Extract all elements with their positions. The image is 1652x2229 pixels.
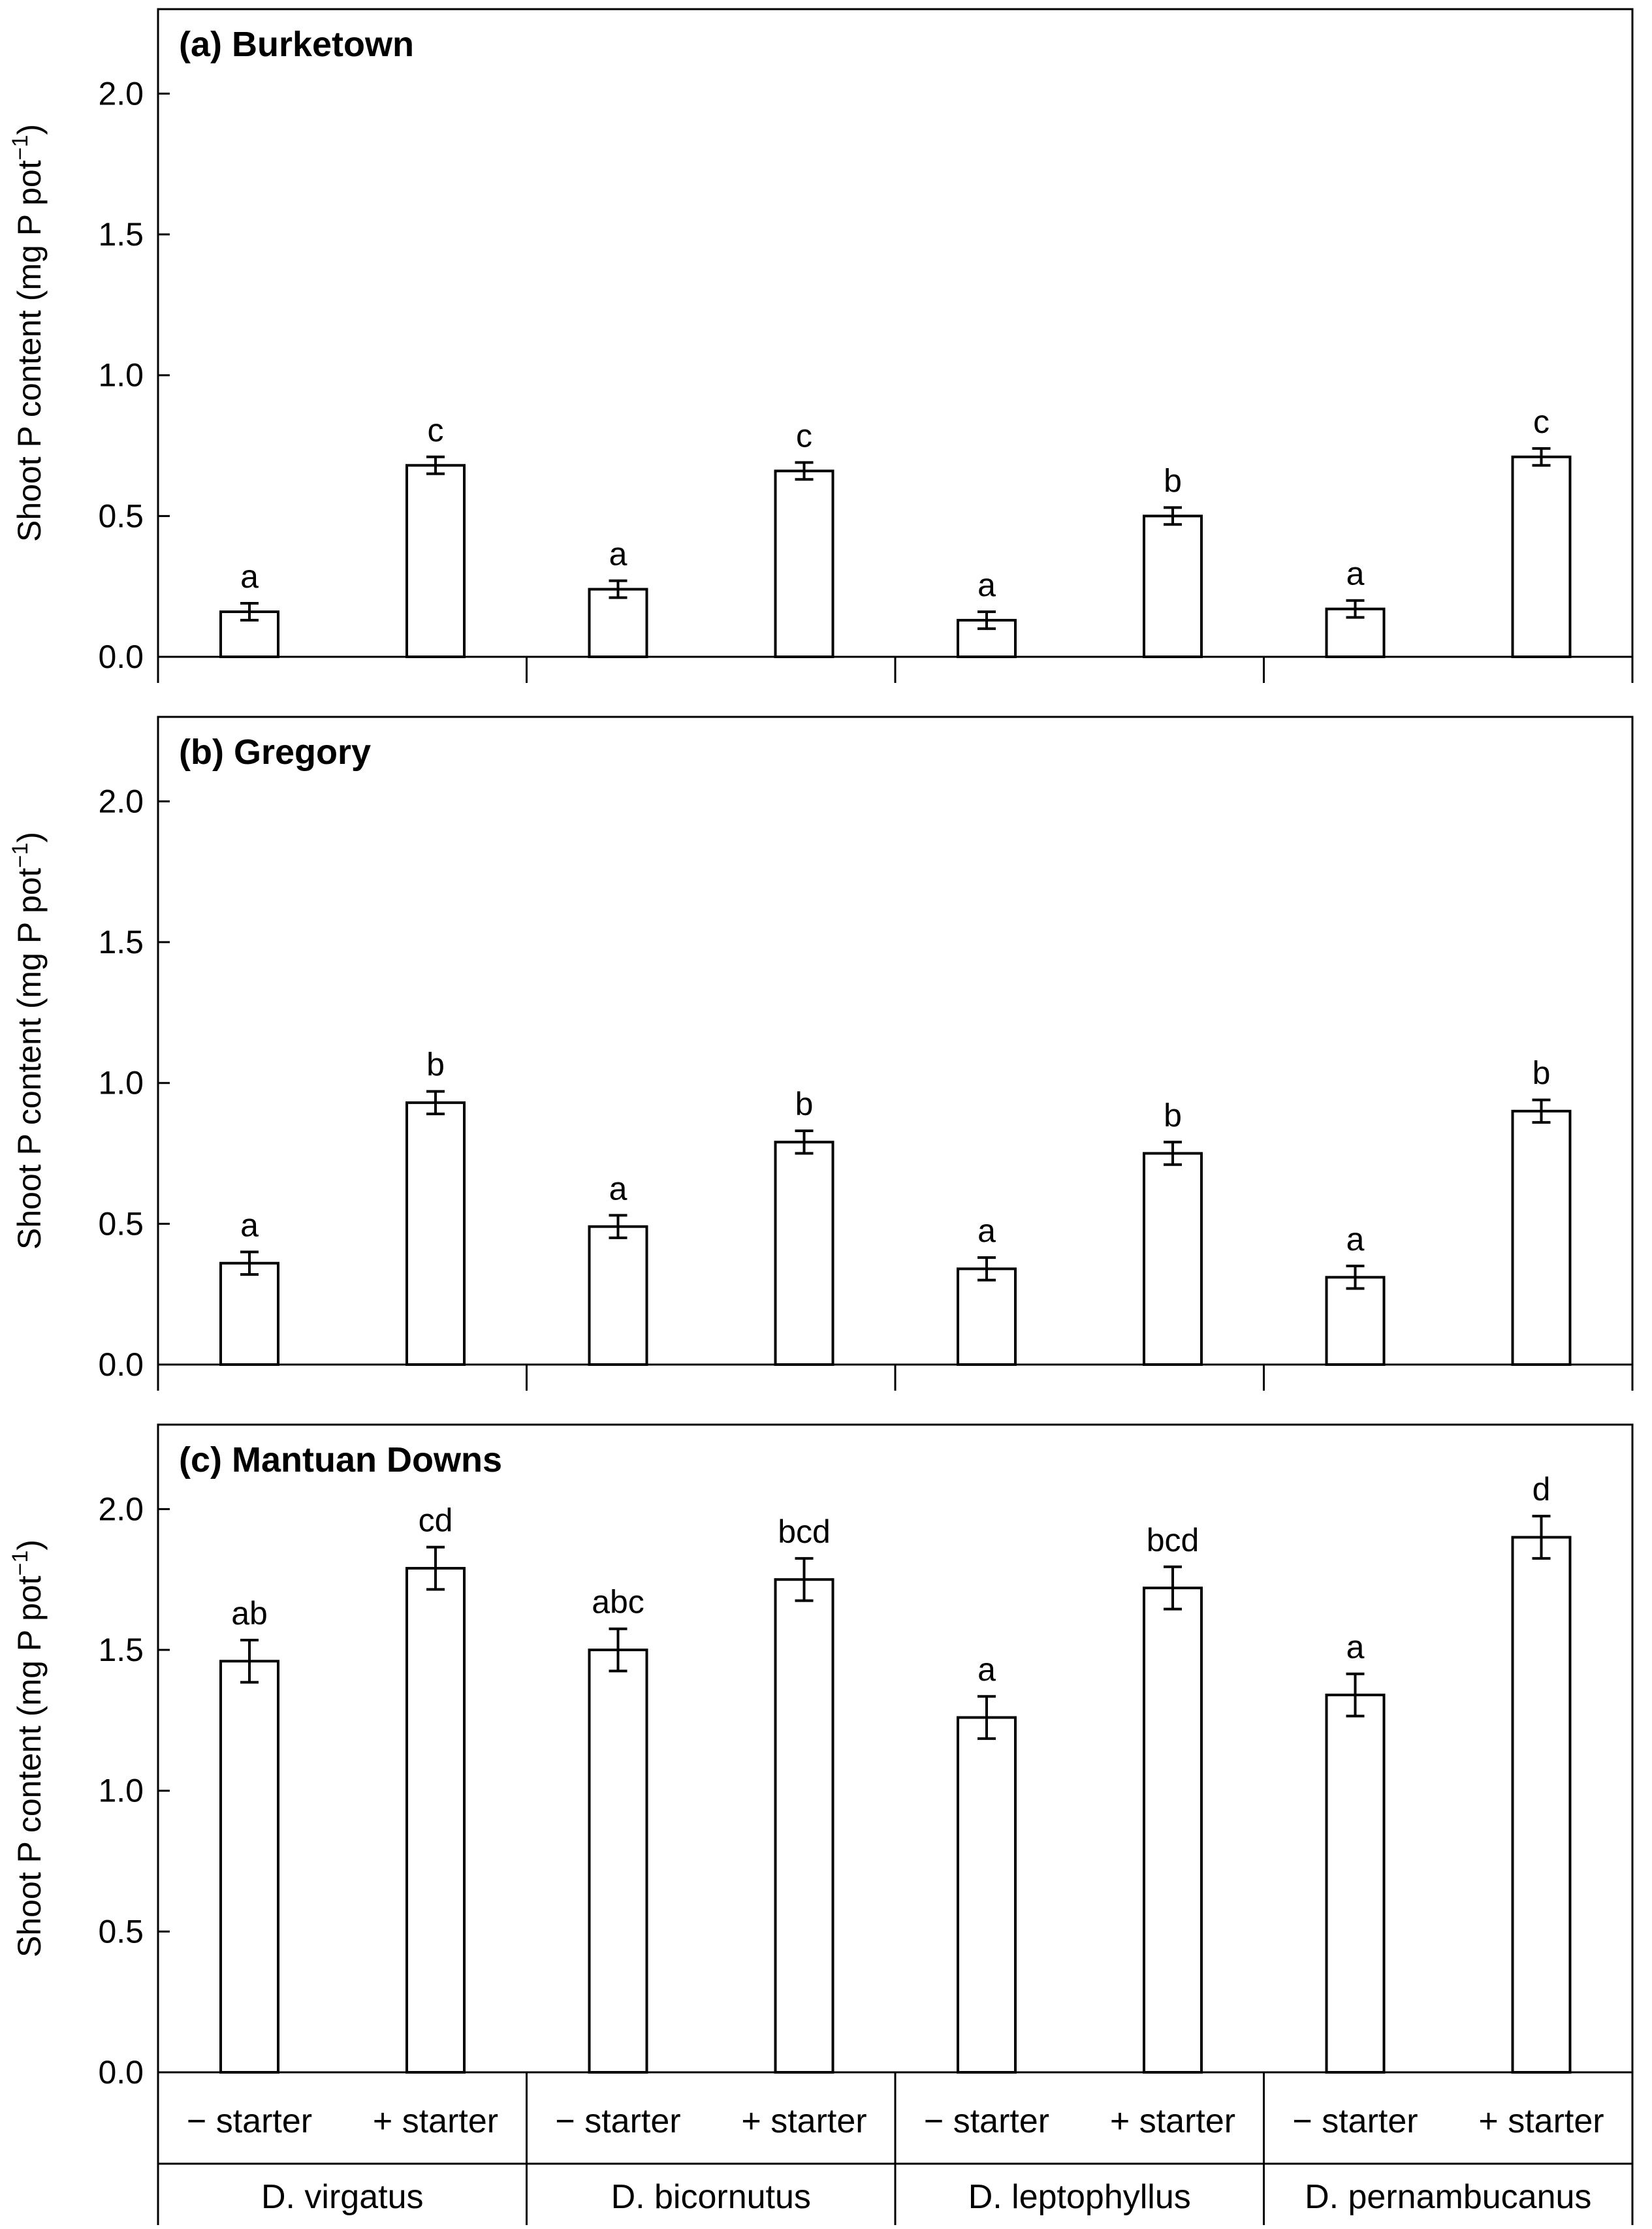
species-label: D. bicornutus: [611, 2178, 811, 2216]
treatment-label: − starter: [924, 2102, 1049, 2140]
bar-starter-4: [1511, 1109, 1572, 1366]
panel-frame-2: [157, 716, 1634, 1366]
y-axis-label-main: Shoot P content (mg P pot: [11, 1575, 48, 1957]
y-tick-label: 0.5: [98, 498, 144, 534]
y-tick-label: 2.0: [98, 783, 144, 819]
bar-starter-1: [405, 1566, 466, 2074]
significance-letter: b: [1533, 1055, 1551, 1092]
significance-letter: b: [795, 1086, 814, 1122]
y-tick-label: 0.0: [98, 639, 144, 675]
panel-title-2: (b) Gregory: [179, 733, 371, 772]
treatment-label: + starter: [1110, 2102, 1235, 2140]
bar-starter-4: [1511, 1536, 1572, 2074]
bar-starter-2: [774, 469, 834, 658]
bar-starter-4: [1511, 455, 1572, 658]
treatment-label: − starter: [187, 2102, 312, 2140]
significance-letter: a: [1346, 556, 1365, 592]
y-tick-label: 1.0: [98, 1065, 144, 1101]
treatment-label: + starter: [741, 2102, 866, 2140]
bar-starter-3: [1143, 1587, 1203, 2074]
bar-starter-2: [774, 1141, 834, 1366]
panel-frame-1: [157, 8, 1634, 658]
y-tick-label: 0.5: [98, 1913, 144, 1950]
y-tick-label: 1.5: [98, 924, 144, 960]
significance-letter: a: [609, 1170, 627, 1207]
y-axis-label-end: ): [11, 832, 48, 843]
significance-letter: bcd: [1147, 1522, 1199, 1558]
bar-starter-1: [405, 464, 466, 659]
y-tick-label: 1.0: [98, 357, 144, 394]
y-axis-label-end: ): [11, 1540, 48, 1551]
bar-starter-2: [774, 1578, 834, 2074]
y-tick-label: 0.0: [98, 2054, 144, 2091]
y-axis-label: Shoot P content (mg P pot−1): [8, 1540, 48, 1957]
bar-starter-1: [219, 1660, 279, 2074]
y-tick-label: 2.0: [98, 1491, 144, 1527]
bar-starter-3: [1143, 1152, 1203, 1366]
significance-letter: d: [1533, 1471, 1551, 1508]
panel-frame-3: [157, 1423, 1634, 2074]
species-label: D. virgatus: [261, 2178, 424, 2216]
y-axis-label-superscript: −1: [8, 135, 33, 161]
y-tick-label: 2.0: [98, 75, 144, 112]
y-axis-label-superscript: −1: [8, 843, 33, 868]
bar-starter-2: [588, 1649, 648, 2074]
y-axis-label-end: ): [11, 124, 48, 135]
significance-letter: a: [240, 558, 259, 595]
significance-letter: cd: [419, 1502, 453, 1539]
significance-letter: a: [977, 567, 996, 603]
significance-letter: c: [1533, 403, 1549, 440]
y-tick-label: 0.5: [98, 1205, 144, 1242]
significance-letter: a: [977, 1651, 996, 1688]
significance-letter: ab: [231, 1595, 268, 1632]
significance-letter: bcd: [778, 1513, 831, 1550]
species-label: D. pernambucanus: [1305, 2178, 1591, 2216]
treatment-label: − starter: [555, 2102, 680, 2140]
bar-starter-1: [405, 1101, 466, 1366]
bar-starter-3: [957, 1716, 1017, 2074]
y-tick-label: 0.0: [98, 1346, 144, 1383]
y-tick-label: 1.5: [98, 216, 144, 253]
significance-letter: c: [428, 412, 444, 449]
significance-letter: a: [609, 536, 627, 573]
y-axis-label-superscript: −1: [8, 1551, 33, 1576]
bar-starter-2: [588, 588, 648, 658]
significance-letter: a: [1346, 1221, 1365, 1257]
species-label: D. leptophyllus: [968, 2178, 1191, 2216]
bar-starter-4: [1325, 1276, 1386, 1366]
significance-letter: b: [426, 1047, 445, 1083]
y-tick-label: 1.5: [98, 1632, 144, 1668]
panel-title-1: (a) Burketown: [179, 25, 414, 64]
bar-starter-3: [957, 1267, 1017, 1367]
bar-starter-4: [1325, 1694, 1386, 2074]
significance-letter: a: [977, 1212, 996, 1249]
significance-letter: b: [1164, 462, 1182, 499]
significance-letter: abc: [592, 1584, 644, 1620]
significance-letter: c: [796, 417, 812, 454]
bar-starter-1: [219, 1261, 279, 1367]
treatment-label: + starter: [373, 2102, 498, 2140]
y-axis-label-main: Shoot P content (mg P pot: [11, 868, 48, 1250]
significance-letter: a: [240, 1207, 259, 1243]
significance-letter: b: [1164, 1097, 1182, 1133]
y-axis-label-main: Shoot P content (mg P pot: [11, 160, 48, 542]
panel-title-3: (c) Mantuan Downs: [179, 1440, 502, 1479]
y-axis-label: Shoot P content (mg P pot−1): [8, 124, 48, 542]
treatment-label: + starter: [1478, 2102, 1604, 2140]
bar-starter-3: [1143, 514, 1203, 659]
significance-letter: a: [1346, 1629, 1365, 1666]
y-tick-label: 1.0: [98, 1773, 144, 1809]
y-axis-label: Shoot P content (mg P pot−1): [8, 832, 48, 1250]
treatment-label: − starter: [1292, 2102, 1418, 2140]
bar-starter-2: [588, 1225, 648, 1367]
